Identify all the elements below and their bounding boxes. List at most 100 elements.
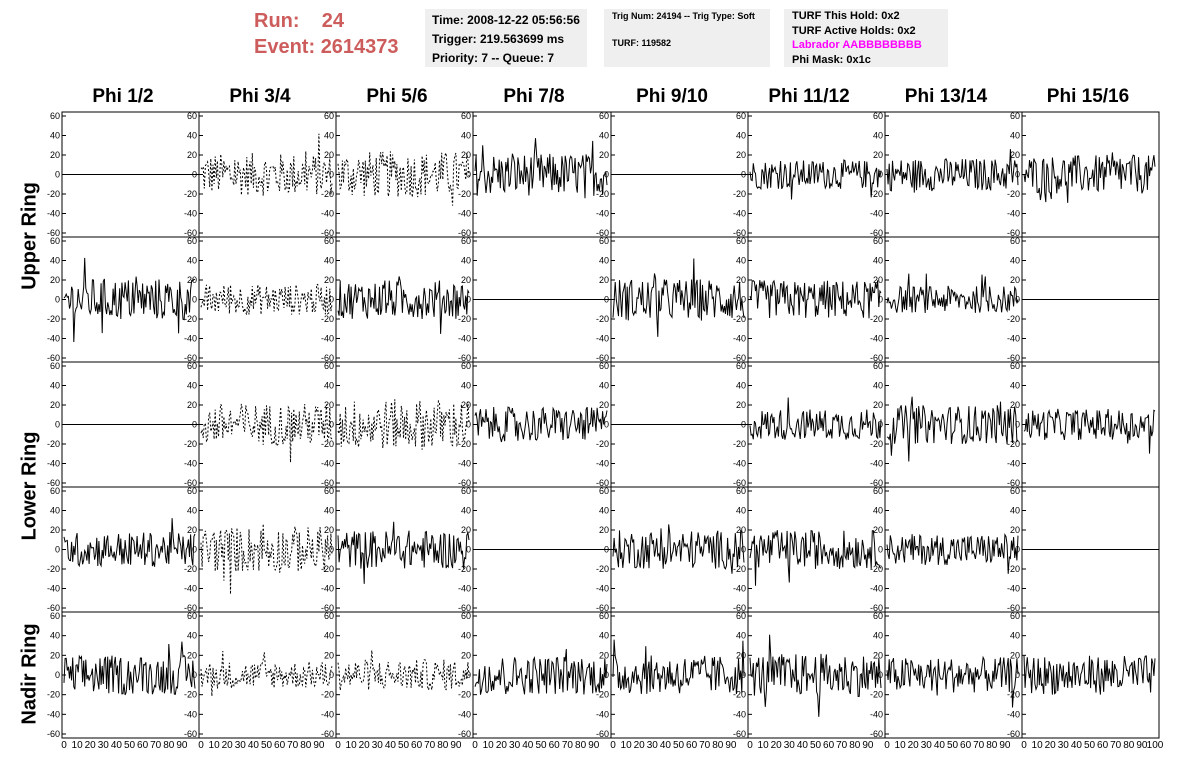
- y-tick-label: 40: [50, 131, 60, 141]
- y-tick-label: 60: [599, 361, 609, 371]
- y-tick-label: 40: [324, 631, 334, 641]
- waveform-line: [337, 650, 470, 691]
- waveform-line: [337, 521, 470, 584]
- priority-text: Priority: 7 -- Queue: 7: [432, 51, 555, 65]
- waveform-line: [474, 138, 608, 199]
- x-tick-label: 0: [61, 740, 67, 751]
- y-tick-label: 60: [187, 361, 197, 371]
- y-tick-label: -60: [1007, 353, 1020, 363]
- y-tick-label: 20: [50, 400, 60, 410]
- y-tick-label: -40: [321, 584, 334, 594]
- waveform-panel: 60 40 20 0 -20 -40 -60: [321, 236, 474, 363]
- y-tick-label: 0: [741, 670, 746, 680]
- y-tick-label: 40: [324, 381, 334, 391]
- y-tick-label: 20: [736, 275, 746, 285]
- y-tick-label: 40: [599, 131, 609, 141]
- y-tick-label: -60: [1007, 729, 1020, 739]
- y-tick-label: 20: [873, 150, 883, 160]
- waveform-panel: 60 40 20 0 -20 -40 -60: [47, 361, 200, 488]
- waveform-panel: 60 40 20 0 -20 -40 -60: [321, 486, 474, 613]
- y-tick-label: 20: [873, 400, 883, 410]
- y-tick-label: 0: [55, 295, 60, 305]
- y-tick-label: 20: [187, 525, 197, 535]
- x-tick-label: 20: [85, 740, 97, 751]
- x-tick-label: 40: [385, 740, 397, 751]
- y-tick-label: 60: [1010, 486, 1020, 496]
- y-tick-label: 20: [324, 275, 334, 285]
- y-tick-label: 60: [50, 611, 60, 621]
- x-tick-label: 70: [424, 740, 436, 751]
- y-tick-label: -60: [184, 729, 197, 739]
- y-tick-label: 0: [192, 545, 197, 555]
- y-tick-label: 60: [873, 361, 883, 371]
- y-tick-label: 20: [1010, 150, 1020, 160]
- y-tick-label: -20: [321, 439, 334, 449]
- x-tick-label: 40: [1071, 740, 1083, 751]
- y-tick-label: -40: [1007, 209, 1020, 219]
- y-tick-label: -20: [870, 314, 883, 324]
- y-tick-label: 40: [736, 506, 746, 516]
- y-tick-label: 20: [461, 275, 471, 285]
- y-tick-label: 40: [187, 381, 197, 391]
- y-tick-label: 0: [55, 420, 60, 430]
- y-tick-label: 40: [324, 131, 334, 141]
- waveform-panel: 60 40 20 0 -20 -40 -60: [733, 236, 886, 363]
- x-tick-label: 80: [300, 740, 312, 751]
- y-tick-label: 40: [187, 631, 197, 641]
- waveform-line: [612, 524, 745, 574]
- y-tick-label: 60: [736, 111, 746, 121]
- phi-title-1: Phi 1/2: [92, 86, 154, 107]
- y-tick-label: 40: [599, 256, 609, 266]
- y-tick-label: -20: [47, 439, 60, 449]
- y-tick-label: 60: [1010, 111, 1020, 121]
- waveform-panel: 60 40 20 0 -20 -40 -60: [1007, 111, 1160, 238]
- y-tick-label: -20: [870, 189, 883, 199]
- y-tick-label: 0: [878, 420, 883, 430]
- y-tick-label: 60: [736, 361, 746, 371]
- y-tick-label: 20: [187, 275, 197, 285]
- y-tick-label: 0: [741, 420, 746, 430]
- x-tick-label: 10: [1032, 740, 1044, 751]
- y-tick-label: 60: [461, 361, 471, 371]
- y-tick-label: 20: [324, 150, 334, 160]
- y-tick-label: -40: [870, 584, 883, 594]
- y-tick-label: -60: [321, 228, 334, 238]
- y-tick-label: -20: [321, 189, 334, 199]
- y-tick-label: -40: [321, 459, 334, 469]
- y-tick-label: 60: [1010, 611, 1020, 621]
- y-tick-label: 0: [329, 670, 334, 680]
- labrador-status: Labrador AABBBBBBBB: [792, 39, 922, 51]
- x-tick-label: 10: [621, 740, 633, 751]
- y-tick-label: 0: [466, 420, 471, 430]
- waveform-line: [749, 634, 882, 717]
- y-tick-label: 0: [604, 170, 609, 180]
- y-tick-label: 60: [1010, 236, 1020, 246]
- y-tick-label: 0: [604, 670, 609, 680]
- y-tick-label: 20: [873, 275, 883, 285]
- y-tick-label: 40: [461, 381, 471, 391]
- y-tick-label: 0: [604, 295, 609, 305]
- y-tick-label: 40: [736, 631, 746, 641]
- y-tick-label: -60: [596, 353, 609, 363]
- x-tick-label: 90: [176, 740, 188, 751]
- y-tick-label: 40: [50, 256, 60, 266]
- y-tick-label: 20: [1010, 275, 1020, 285]
- x-tick-label: 30: [1058, 740, 1070, 751]
- waveform-line: [63, 257, 196, 343]
- y-tick-label: 0: [878, 670, 883, 680]
- waveform-line: [337, 276, 470, 334]
- y-tick-label: -60: [733, 228, 746, 238]
- waveform-panel: 60 40 20 0 -20 -40 -60: [1007, 361, 1160, 488]
- y-tick-label: 40: [461, 506, 471, 516]
- x-tick-label: 20: [771, 740, 783, 751]
- y-tick-label: 40: [324, 506, 334, 516]
- y-tick-label: -40: [870, 709, 883, 719]
- y-tick-label: -60: [321, 478, 334, 488]
- y-tick-label: -20: [596, 189, 609, 199]
- y-tick-label: 0: [192, 670, 197, 680]
- y-tick-label: -40: [184, 209, 197, 219]
- waveform-panel: 60 40 20 0 -20 -40 -60: [458, 611, 612, 739]
- y-tick-label: -40: [733, 584, 746, 594]
- x-tick-label: 70: [287, 740, 299, 751]
- y-tick-label: -20: [1007, 314, 1020, 324]
